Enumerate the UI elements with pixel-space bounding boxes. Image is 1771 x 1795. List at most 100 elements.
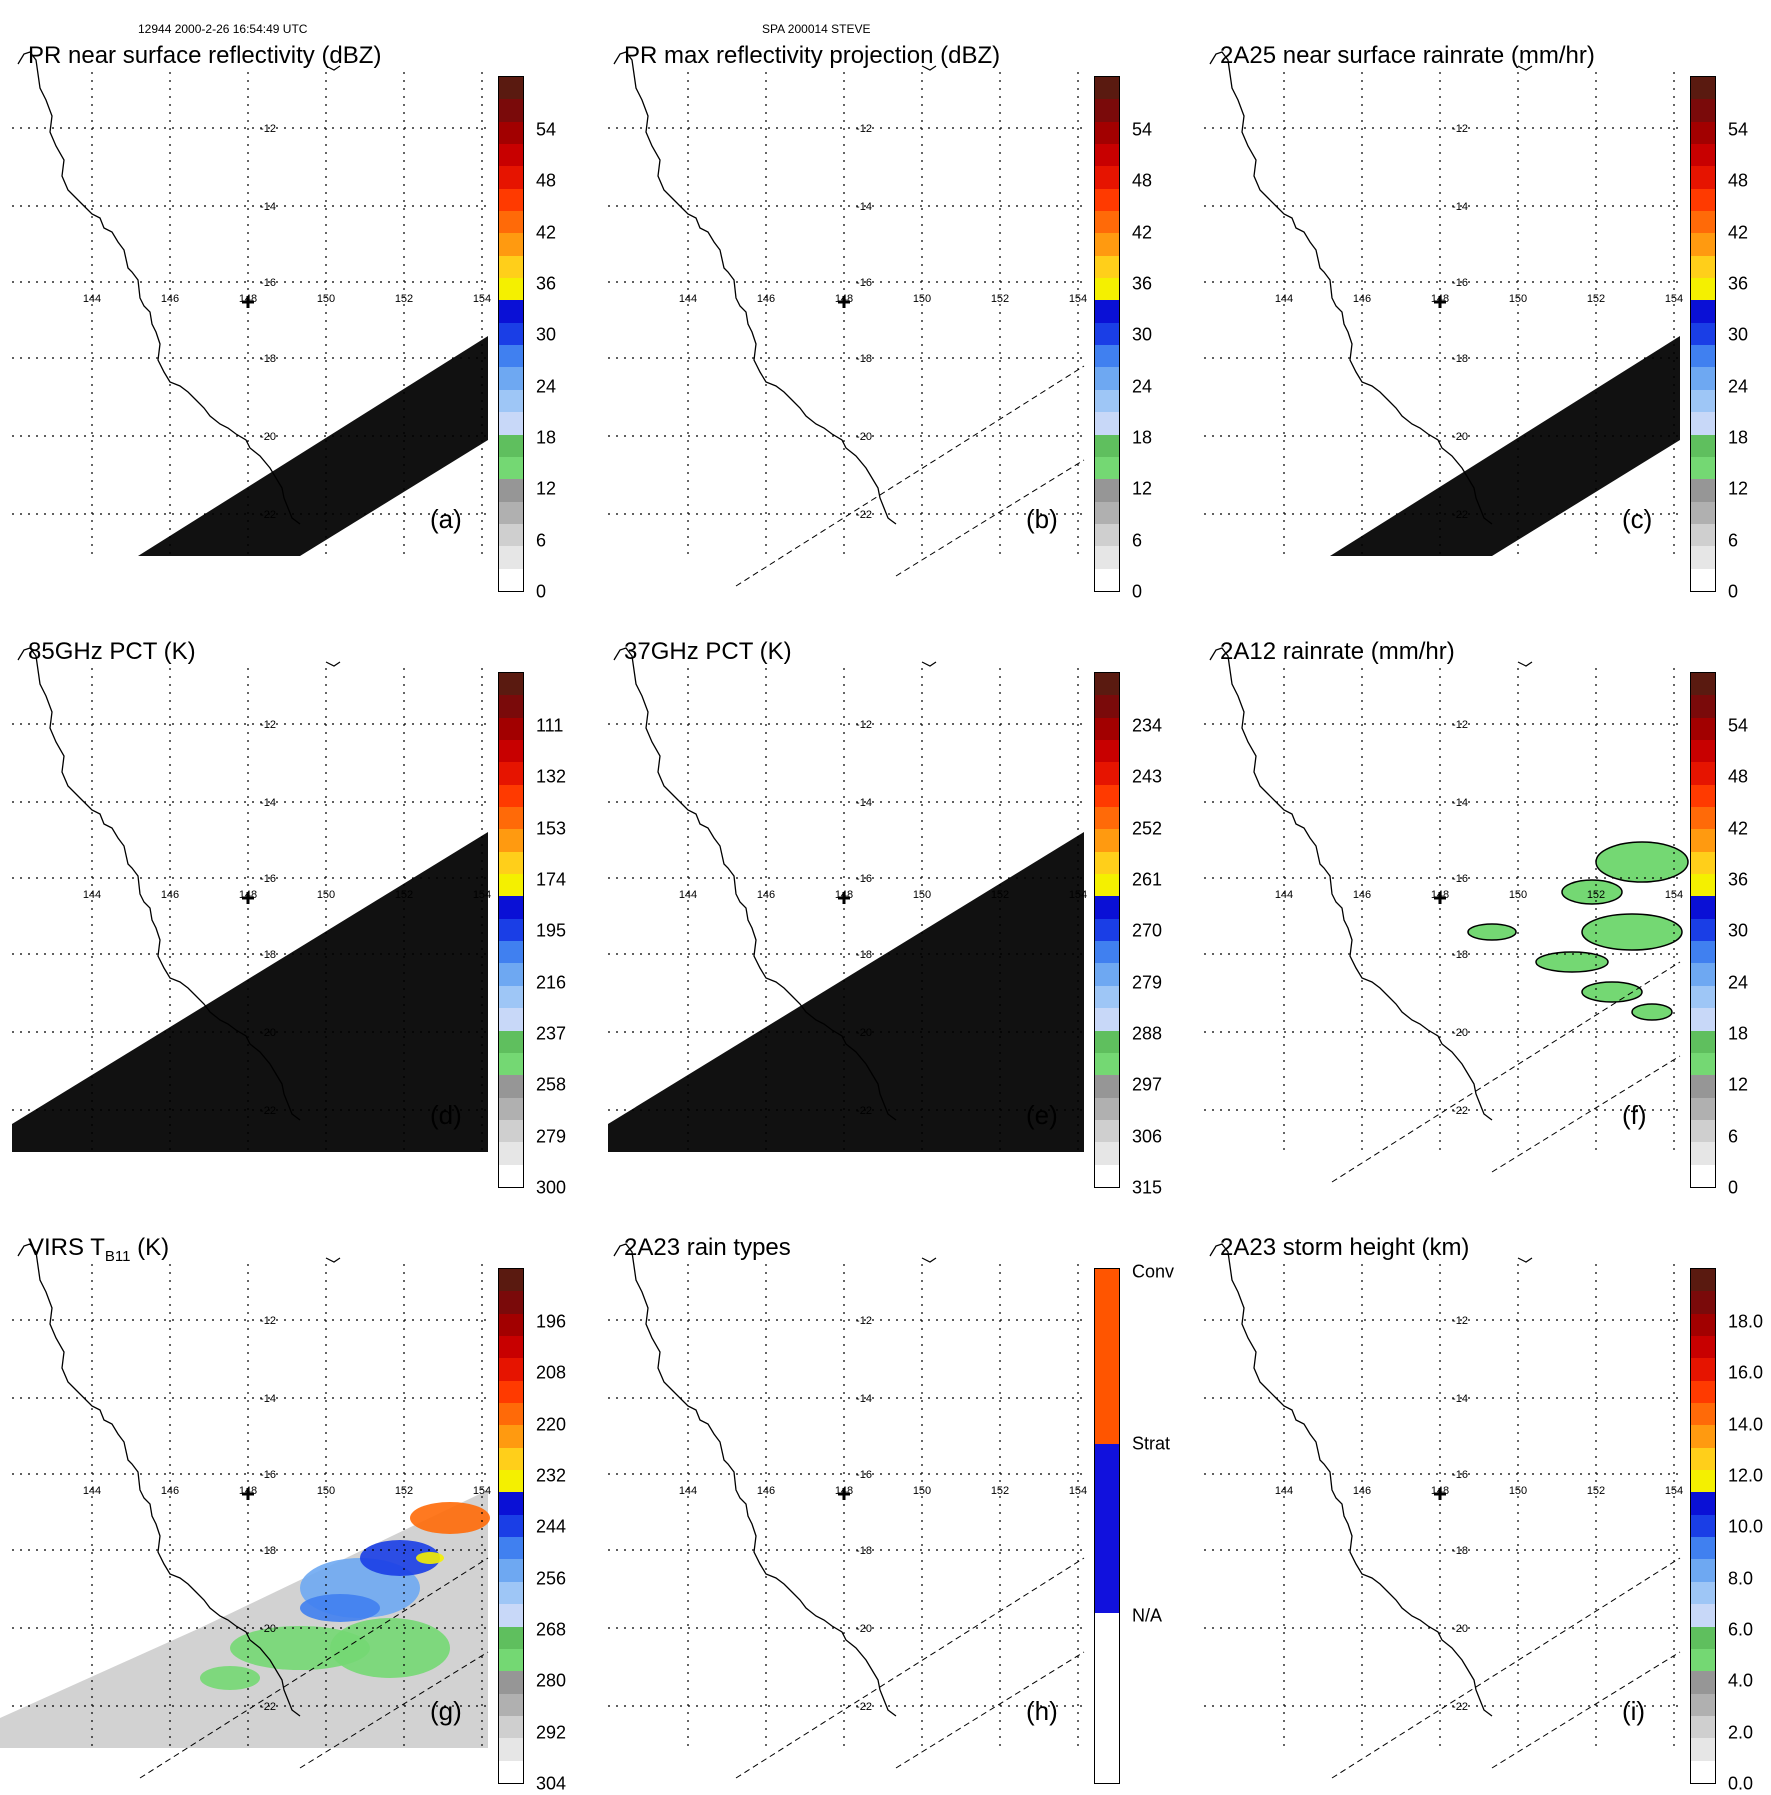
panel-f: 144146148150152154-12-14-16-18-20-222A12… <box>1192 632 1752 1198</box>
lat-label: -14 <box>856 201 872 213</box>
lat-label: -20 <box>856 1623 872 1635</box>
lat-label: -20 <box>260 431 276 443</box>
lon-label: 154 <box>1665 889 1683 901</box>
map-f: 144146148150152154-12-14-16-18-20-22 <box>1204 647 1689 1183</box>
lon-label: 146 <box>1353 1485 1371 1497</box>
lat-label: -12 <box>856 123 872 135</box>
lon-label: 150 <box>913 889 931 901</box>
colorbar-tick: 279 <box>1132 972 1163 993</box>
coastline <box>17 1243 301 1717</box>
cloud-blob <box>416 1552 444 1564</box>
rain-cell <box>1581 913 1683 951</box>
swath-edge <box>895 459 1085 577</box>
colorbar-tick: 243 <box>1132 766 1163 787</box>
colorbar-tick: Conv <box>1132 1261 1175 1282</box>
panel-label: (c) <box>1622 504 1653 534</box>
lon-label: 152 <box>395 1485 413 1497</box>
colorbar-tick: 30 <box>1132 324 1153 345</box>
colorbar-tick: 292 <box>536 1722 567 1743</box>
lat-label: -14 <box>856 797 872 809</box>
rain-cell <box>1467 923 1517 941</box>
colorbar-tick: 48 <box>1728 170 1749 191</box>
lat-label: -14 <box>1452 201 1468 213</box>
colorbar-tick: 132 <box>536 766 567 787</box>
lat-label: -22 <box>1452 1105 1468 1117</box>
cloud-blob <box>330 1618 450 1678</box>
lon-label: 144 <box>83 293 101 305</box>
colorbar-tick: 2.0 <box>1728 1722 1754 1743</box>
colorbar-tick: 4.0 <box>1728 1670 1754 1691</box>
colorbar-tick: 54 <box>1132 119 1153 140</box>
panel-i: 144146148150152154-12-14-16-18-20-222A23… <box>1192 1228 1763 1794</box>
lat-label: -22 <box>856 509 872 521</box>
panel-label: (i) <box>1622 1696 1646 1726</box>
map-h: 144146148150152154-12-14-16-18-20-22 <box>608 1243 1087 1779</box>
lat-label: -18 <box>1452 949 1468 961</box>
colorbar-tick: 8.0 <box>1728 1568 1754 1589</box>
lon-label: 146 <box>757 889 775 901</box>
lat-label: -20 <box>1452 1623 1468 1635</box>
colorbar-tick: 261 <box>1132 869 1163 890</box>
colorbar-tick: 54 <box>536 119 557 140</box>
lat-label: -12 <box>1452 1315 1468 1327</box>
panel-label: (b) <box>1026 504 1058 534</box>
colorbar-tick: 6 <box>1728 1126 1739 1147</box>
lat-label: -18 <box>856 1545 872 1557</box>
colorbar-tick: 0 <box>1132 581 1143 602</box>
panel-title: 37GHz PCT (K) <box>624 638 792 665</box>
colorbar-tick: 6 <box>536 530 547 551</box>
cloud-blob <box>300 1594 380 1622</box>
lon-label: 144 <box>1275 1485 1293 1497</box>
coastline <box>613 1243 897 1717</box>
lat-label: -20 <box>856 431 872 443</box>
colorbar-tick: 10.0 <box>1728 1516 1764 1537</box>
lat-label: -12 <box>856 1315 872 1327</box>
colorbar-tick: 12.0 <box>1728 1465 1764 1486</box>
center-marker <box>1434 296 1446 308</box>
lon-label: 154 <box>1665 1485 1683 1497</box>
lat-label: -14 <box>1452 797 1468 809</box>
rain-cell <box>1561 879 1623 905</box>
colorbar-tick: 0 <box>1728 1177 1739 1198</box>
colorbar <box>1094 1268 1120 1784</box>
lat-label: -22 <box>260 1105 276 1117</box>
lat-label: -16 <box>856 1469 872 1481</box>
rain-cell <box>1631 1003 1673 1021</box>
lon-label: 152 <box>1587 293 1605 305</box>
swath <box>12 832 488 1152</box>
lon-label: 146 <box>757 1485 775 1497</box>
lon-label: 154 <box>473 293 491 305</box>
colorbar-tick: 36 <box>1132 273 1153 294</box>
lat-label: -12 <box>260 719 276 731</box>
lon-label: 144 <box>679 889 697 901</box>
coastline <box>1209 1243 1493 1717</box>
lat-label: -16 <box>260 1469 276 1481</box>
panel-title: 2A23 rain types <box>624 1234 791 1261</box>
colorbar-tick: 18 <box>1728 427 1749 448</box>
header-left: 12944 2000-2-26 16:54:49 UTC <box>138 22 308 36</box>
colorbar-tick: 24 <box>1132 376 1153 397</box>
lat-label: -14 <box>260 797 276 809</box>
lon-label: 154 <box>1069 889 1087 901</box>
center-marker <box>838 1488 850 1500</box>
colorbar-tick: 42 <box>536 222 557 243</box>
map-d: 144146148150152154-12-14-16-18-20-22 <box>12 647 491 1152</box>
coastline <box>17 647 301 1121</box>
header-center: SPA 200014 STEVE <box>762 22 871 36</box>
lat-label: -22 <box>260 1701 276 1713</box>
colorbar-tick: 195 <box>536 920 567 941</box>
panel-label: (h) <box>1026 1696 1058 1726</box>
lon-label: 154 <box>473 1485 491 1497</box>
map-g: 144146148150152154-12-14-16-18-20-22 <box>0 1243 491 1779</box>
lon-label: 144 <box>83 889 101 901</box>
lat-label: -16 <box>856 873 872 885</box>
lat-label: -16 <box>1452 1469 1468 1481</box>
cloud-blob <box>410 1502 490 1534</box>
center-marker <box>838 892 850 904</box>
lon-label: 144 <box>679 1485 697 1497</box>
lon-label: 146 <box>1353 293 1371 305</box>
colorbar <box>498 76 524 592</box>
lon-label: 150 <box>317 1485 335 1497</box>
panel-title: VIRS TB11 (K) <box>28 1234 170 1265</box>
colorbar-tick: 24 <box>1728 376 1749 397</box>
